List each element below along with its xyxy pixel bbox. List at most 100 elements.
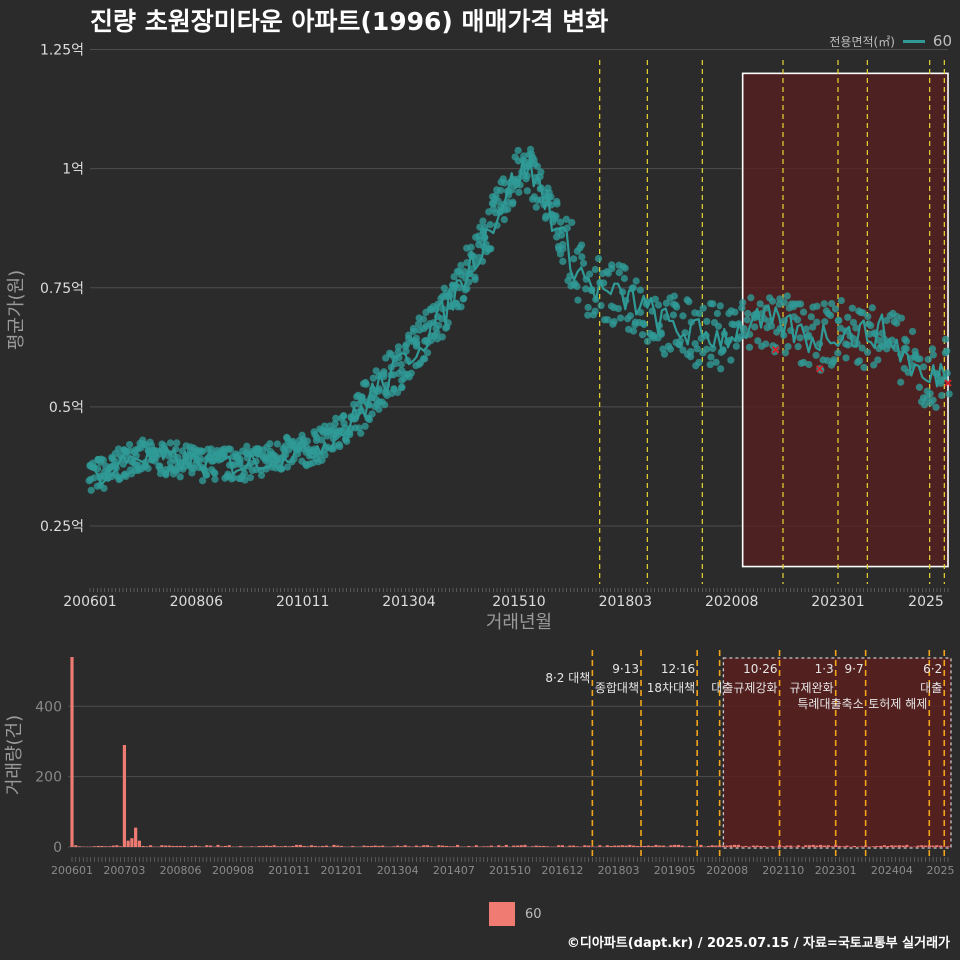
volume-bar [441, 845, 445, 847]
scatter-point [821, 318, 829, 326]
volume-bar [407, 846, 411, 847]
volume-bar [77, 846, 82, 847]
volume-bar [699, 844, 703, 847]
volume-bar [893, 845, 898, 847]
volume-bar [605, 845, 609, 847]
volume-bar [373, 845, 377, 847]
scatter-point [620, 274, 629, 283]
scatter-point [837, 296, 845, 305]
scatter-point [703, 317, 711, 326]
scatter-point [318, 456, 326, 464]
y-tick-label: 0.5억 [49, 400, 84, 416]
volume-bar [366, 845, 370, 847]
scatter-point [852, 324, 860, 332]
scatter-point [614, 304, 623, 313]
volume-bar [497, 845, 501, 847]
volume-bar [167, 845, 171, 847]
policy-label-sub: 대출규제강화 [711, 681, 777, 695]
scatter-point [897, 378, 905, 386]
scatter-point [586, 270, 594, 278]
scatter-point [283, 463, 292, 471]
scatter-point [412, 334, 420, 342]
volume-bar [714, 845, 718, 847]
scatter-point [455, 284, 464, 292]
volume-bar [287, 846, 291, 847]
scatter-point [743, 316, 751, 324]
scatter-point [870, 361, 878, 369]
volume-bar [643, 845, 647, 847]
volume-bar [935, 845, 939, 847]
scatter-point [826, 311, 835, 320]
volume-bar [381, 845, 385, 847]
scatter-point [827, 299, 836, 308]
volume-bar [396, 845, 400, 847]
policy-label: 10·26 [743, 662, 777, 676]
scatter-point [632, 277, 640, 285]
scatter-point [198, 447, 207, 456]
y-tick-label: 0.25억 [40, 519, 84, 535]
scatter-point [562, 215, 570, 223]
scatter-point [210, 468, 218, 477]
x-tick-label: 2025 [908, 594, 944, 610]
volume-bar [557, 845, 561, 847]
scatter-point [578, 253, 586, 261]
scatter-point [407, 369, 415, 377]
volume-bar [942, 846, 946, 847]
volume-bar [298, 844, 302, 847]
scatter-point [532, 203, 540, 211]
scatter-point [515, 188, 523, 196]
volume-bar [392, 846, 396, 847]
scatter-point [423, 349, 432, 357]
volume-bar [755, 845, 759, 847]
scatter-point [415, 360, 423, 368]
volume-bar [785, 845, 789, 847]
volume-bar [733, 844, 737, 847]
volume-bar [500, 846, 505, 847]
scatter-point [640, 320, 648, 329]
scatter-point [693, 345, 701, 353]
policy-label-sub: 토허제 해제 [868, 697, 927, 711]
volume-bar [658, 845, 662, 847]
volume-bar [482, 846, 486, 847]
volume-bar [321, 845, 325, 847]
volume-bar [530, 846, 535, 847]
scatter-point [266, 440, 274, 448]
scatter-point [514, 146, 522, 155]
volume-bar [740, 846, 744, 847]
volume-bar [134, 827, 138, 847]
scatter-point [670, 292, 678, 300]
scatter-point [830, 356, 838, 364]
volume-bar [616, 845, 621, 847]
scatter-point [460, 294, 468, 302]
scatter-point [731, 308, 739, 316]
volume-bar [718, 845, 722, 847]
volume-bar [291, 845, 295, 847]
scatter-point [405, 331, 413, 339]
scatter-point [584, 303, 592, 312]
scatter-point [926, 390, 934, 398]
volume-bar [807, 845, 812, 847]
legend-bottom-swatch [489, 902, 515, 926]
scatter-point [938, 391, 946, 400]
scatter-point [357, 429, 365, 437]
scatter-point [796, 334, 804, 342]
scatter-point [579, 259, 588, 267]
scatter-point [574, 296, 582, 304]
volume-bar [205, 845, 209, 847]
scatter-point [943, 347, 951, 355]
bottom-x-tick-label: 202404 [871, 864, 913, 877]
volume-bar [313, 845, 317, 847]
volume-bar [452, 846, 456, 847]
volume-bar [523, 844, 527, 847]
scatter-point [398, 384, 406, 392]
scatter-point [158, 440, 166, 448]
bottom-x-tick-label: 201201 [321, 864, 363, 877]
scatter-point [636, 286, 644, 294]
highlight-marker [771, 346, 780, 354]
volume-bar [568, 845, 572, 847]
highlight-marker [815, 365, 824, 373]
scatter-point [754, 337, 762, 345]
bottom-x-tick-label: 202110 [762, 864, 804, 877]
volume-bar [744, 845, 748, 847]
scatter-point [713, 309, 721, 318]
